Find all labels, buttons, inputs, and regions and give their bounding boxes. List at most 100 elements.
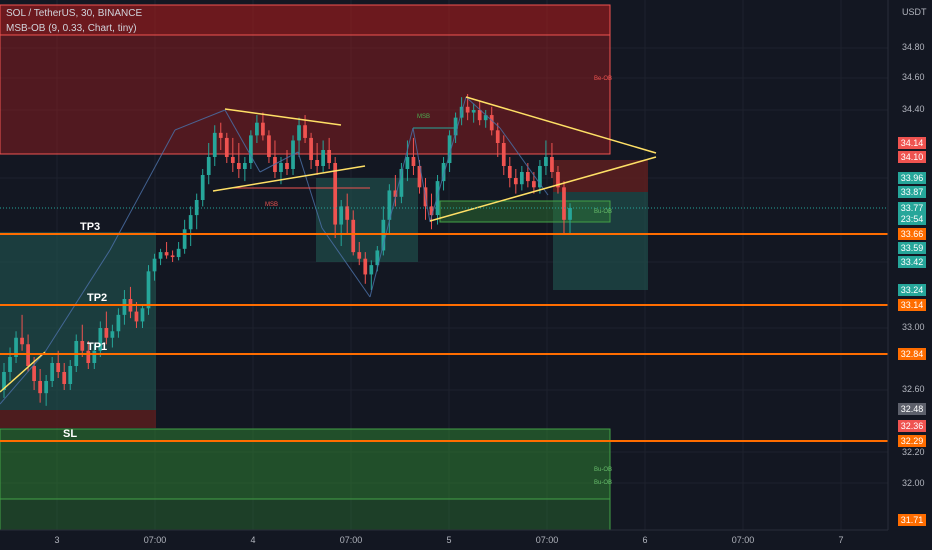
price-tag-bg [898,186,926,198]
candle-body [170,255,175,258]
candle-body [357,252,362,259]
candle-body [333,163,338,225]
zigzag-line-6 [297,151,323,229]
price-tag-label: 33.66 [901,229,924,239]
candle-body [267,135,271,157]
candle-body [176,248,181,258]
x-tick-label: 5 [446,535,451,545]
candle-body [122,299,127,315]
candle-body [80,341,85,351]
price-tag-label: 32.84 [901,349,924,359]
candle-body [339,206,344,225]
zigzag-line-0 [0,351,46,405]
candle-body [164,252,169,256]
target-zone-left [0,232,156,410]
candle-body [399,169,404,197]
price-tag-label: 33.87 [901,187,924,197]
price-tag-label: 33.14 [901,300,924,310]
price-tag-label: 33.42 [901,257,924,267]
y-tick-label: 32.60 [902,384,925,394]
candle-body [56,363,61,372]
candle-body [116,314,121,332]
x-tick-label: 07:00 [340,535,363,545]
candle-body [471,110,476,113]
candle-body [550,157,554,172]
candle-body [146,271,151,309]
zigzag-line-8 [369,127,414,298]
candle-body [441,163,446,182]
candle-body [194,200,199,216]
candle-body [2,372,6,390]
y-tick-label: 32.00 [902,478,925,488]
candle-body [387,190,392,220]
candle-body [303,125,307,138]
candle-body [279,163,283,172]
candle-body [218,132,223,138]
symbol-title[interactable]: SOL / TetherUS, 30, BINANCE [6,8,143,19]
candle-body [538,166,542,188]
candle-body [532,181,536,188]
candle-body [104,328,109,338]
candle-body [495,130,500,143]
candle-body [158,252,163,259]
candle-body [242,163,247,169]
x-tick-label: 07:00 [732,535,755,545]
candle-body [152,258,157,272]
candle-body [465,106,470,113]
zigzag-line-5 [259,151,299,173]
price-axis-bg[interactable] [888,0,932,550]
candle-body [447,135,452,163]
candle-body [50,363,55,381]
price-tag-bg [898,403,926,415]
annotation-5: Bu-OB [594,480,612,486]
level-label-tp1: TP1 [87,341,107,353]
zigzag-line-7 [321,227,371,298]
candle-body [86,350,91,363]
price-tag-bg [898,435,926,447]
candle-body [255,122,259,136]
candle-body [8,357,12,372]
price-tag-bg [898,514,926,526]
time-axis-bg[interactable] [0,530,932,550]
candle-body [285,163,289,169]
stop-zone-right [553,160,648,192]
y-tick-label: 32.20 [902,447,925,457]
trendline-2 [0,351,46,393]
y-tick-label: 34.60 [902,72,925,82]
price-tag-bg [898,284,926,296]
annotation-0: MSB [417,114,430,120]
price-tag-label: 33.77 [901,203,924,213]
candle-body [489,115,494,131]
candle-body [453,117,458,136]
candle-body [26,344,30,366]
x-tick-label: 3 [54,535,59,545]
candle-body [562,187,566,220]
price-tag-bg [898,151,926,163]
zigzag-line-4 [224,109,261,173]
candle-body [68,366,73,384]
price-tag-bg [898,348,926,360]
candle-body [568,208,572,220]
price-tag-label: 33.96 [901,173,924,183]
zigzag-line-1 [44,249,111,353]
x-tick-label: 07:00 [144,535,167,545]
indicator-label[interactable]: MSB-OB (9, 0.33, Chart, tiny) [6,23,137,34]
candle-body [345,206,350,220]
annotation-2: Be-OB [594,76,612,82]
candle-body [261,122,265,136]
candle-body [411,157,416,166]
price-tag-label: 34.10 [901,152,924,162]
candle-body [507,166,512,178]
candle-body [483,115,488,121]
candle-body [513,178,518,185]
candle-body [110,331,115,338]
zigzag-line-3 [174,109,226,131]
candle-body [230,157,235,163]
axis-unit-label: USDT [902,7,927,17]
price-tag-label: 32.48 [901,404,924,414]
price-tag-bg [898,420,926,432]
candle-body [363,258,368,275]
candle-body [556,172,560,188]
